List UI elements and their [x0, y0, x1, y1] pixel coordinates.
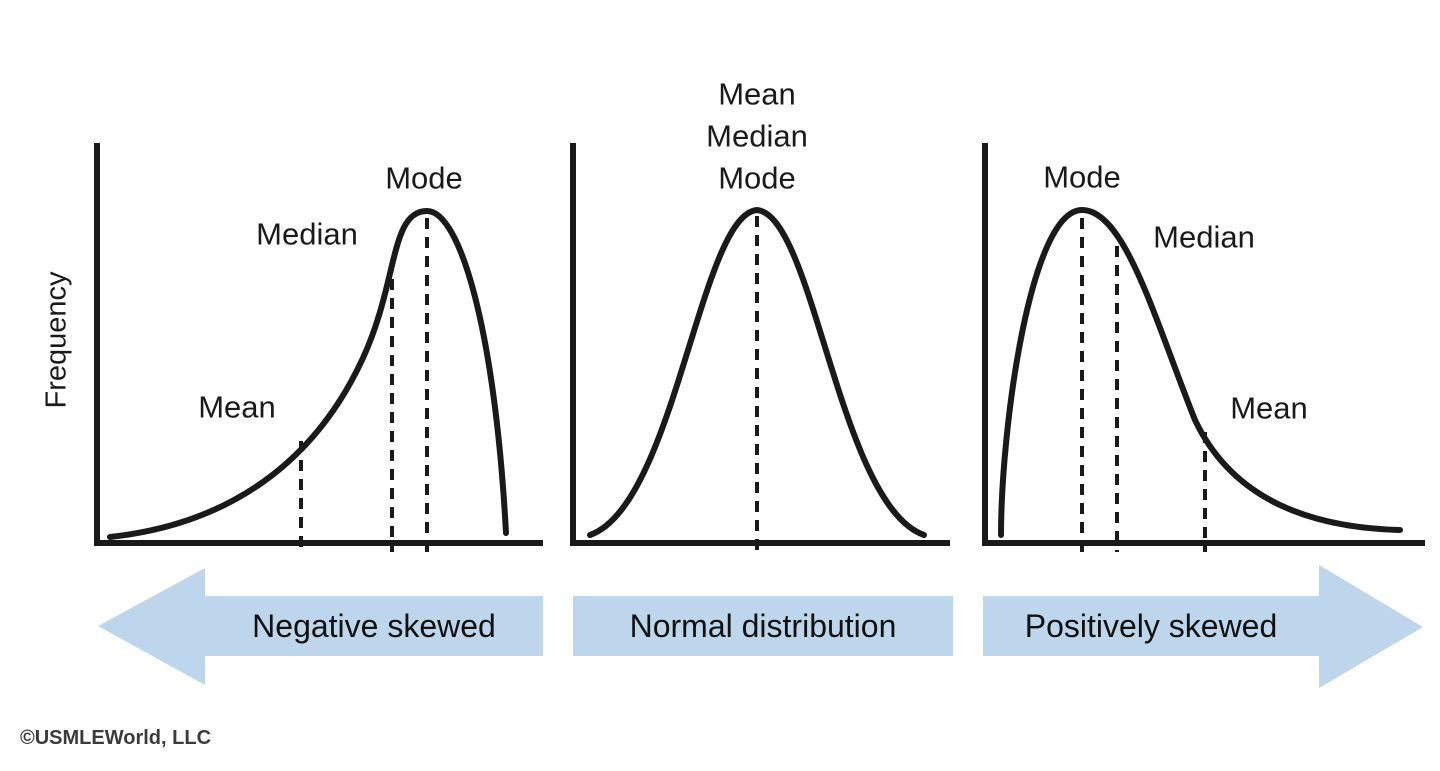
positive-skew-banner-label: Positively skewed	[1024, 608, 1278, 644]
copyright-text: ©USMLEWorld, LLC	[20, 727, 212, 749]
normal-banner-label: Normal distribution	[629, 608, 897, 644]
positive-skew-mean-label: Mean	[1230, 390, 1308, 426]
left-arrow-shape	[98, 568, 543, 685]
positive-skew-mode-label: Mode	[1043, 159, 1121, 195]
negative-skew-curve	[107, 207, 509, 540]
negative-skew-mean-label: Mean	[198, 389, 276, 425]
negative-skew-banner-label: Negative skewed	[252, 608, 496, 644]
negative-skew-median-label: Median	[256, 216, 358, 252]
normal-median-label: Median	[706, 118, 808, 154]
negative-skew-panel	[94, 143, 543, 552]
positive-skew-median-label: Median	[1153, 219, 1255, 255]
negative-skew-mode-label: Mode	[385, 160, 463, 196]
normal-mode-label: Mode	[718, 160, 796, 196]
skew-direction-banner	[98, 565, 1423, 688]
positive-skew-curve	[998, 206, 1403, 538]
right-arrow-shape	[983, 565, 1423, 688]
positive-skew-panel	[982, 143, 1425, 552]
normal-panel	[570, 143, 950, 552]
normal-curve	[587, 206, 927, 538]
normal-mean-label: Mean	[718, 76, 796, 112]
frequency-axis-label: Frequency	[40, 271, 73, 409]
normal-banner-rect	[573, 596, 953, 656]
